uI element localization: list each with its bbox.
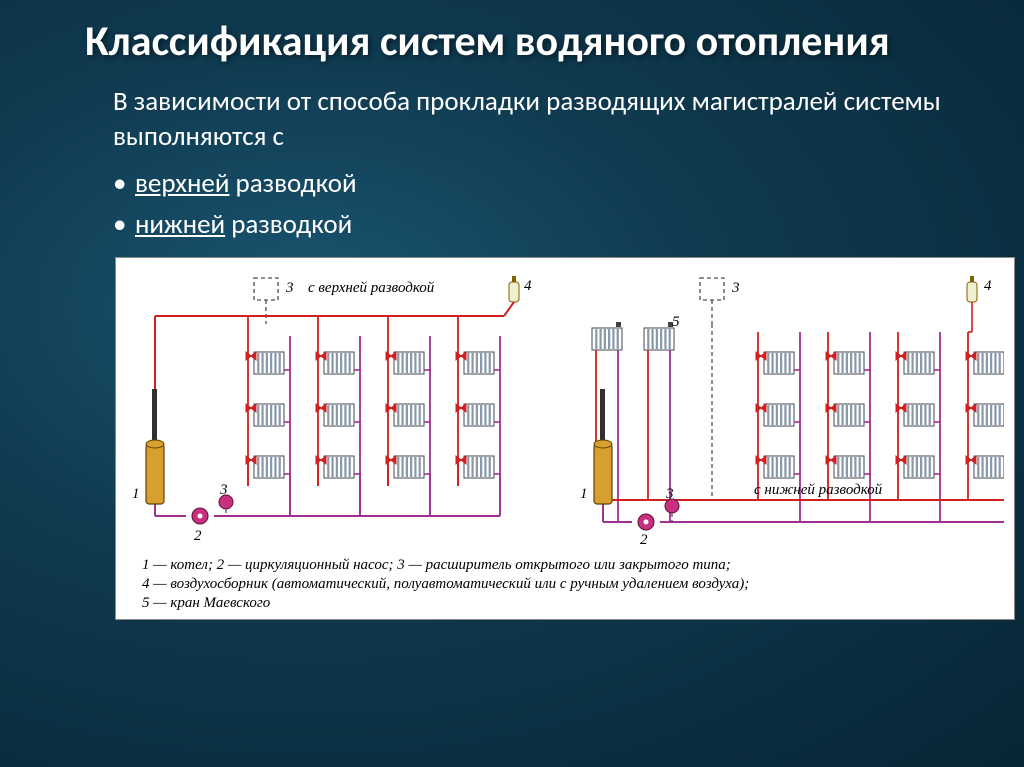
bullet-list: верхней разводкой нижней разводкой — [85, 164, 964, 245]
legend-line: 1 — котел; 2 — циркуляционный насос; 3 —… — [142, 556, 1000, 575]
svg-text:с нижней разводкой: с нижней разводкой — [754, 482, 883, 498]
intro-text: В зависимости от способа прокладки разво… — [85, 84, 964, 154]
bullet-rest: разводкой — [225, 208, 352, 241]
heating-schematic: 3 с верхней разводкой 4 3 1 2 3 5 4 3 1 2 с нижней р… — [124, 264, 1004, 554]
svg-text:3: 3 — [665, 486, 674, 502]
bullet-underlined: нижней — [135, 208, 225, 241]
svg-text:2: 2 — [194, 528, 202, 544]
bullet-rest: разводкой — [229, 167, 356, 200]
legend-line: 4 — воздухосборник (автоматический, полу… — [142, 575, 1000, 594]
svg-text:3: 3 — [219, 482, 228, 498]
svg-text:3: 3 — [731, 280, 740, 296]
svg-text:2: 2 — [640, 532, 648, 548]
svg-text:1: 1 — [580, 486, 588, 502]
bullet-underlined: верхней — [135, 167, 229, 200]
bullet-item: нижней разводкой — [113, 205, 964, 246]
svg-text:3: 3 — [285, 280, 294, 296]
diagram-container: 3 с верхней разводкой 4 3 1 2 3 5 4 3 1 2 с нижней р… — [115, 257, 1015, 619]
svg-text:с верхней разводкой: с верхней разводкой — [308, 280, 435, 296]
bullet-item: верхней разводкой — [113, 164, 964, 205]
svg-text:4: 4 — [524, 278, 532, 294]
svg-text:1: 1 — [132, 486, 140, 502]
svg-text:5: 5 — [672, 314, 680, 330]
legend-line: 5 — кран Маевского — [142, 594, 1000, 613]
page-title: Классификация систем водяного отопления — [85, 18, 964, 66]
diagram-legend: 1 — котел; 2 — циркуляционный насос; 3 —… — [124, 554, 1006, 614]
svg-text:4: 4 — [984, 278, 992, 294]
